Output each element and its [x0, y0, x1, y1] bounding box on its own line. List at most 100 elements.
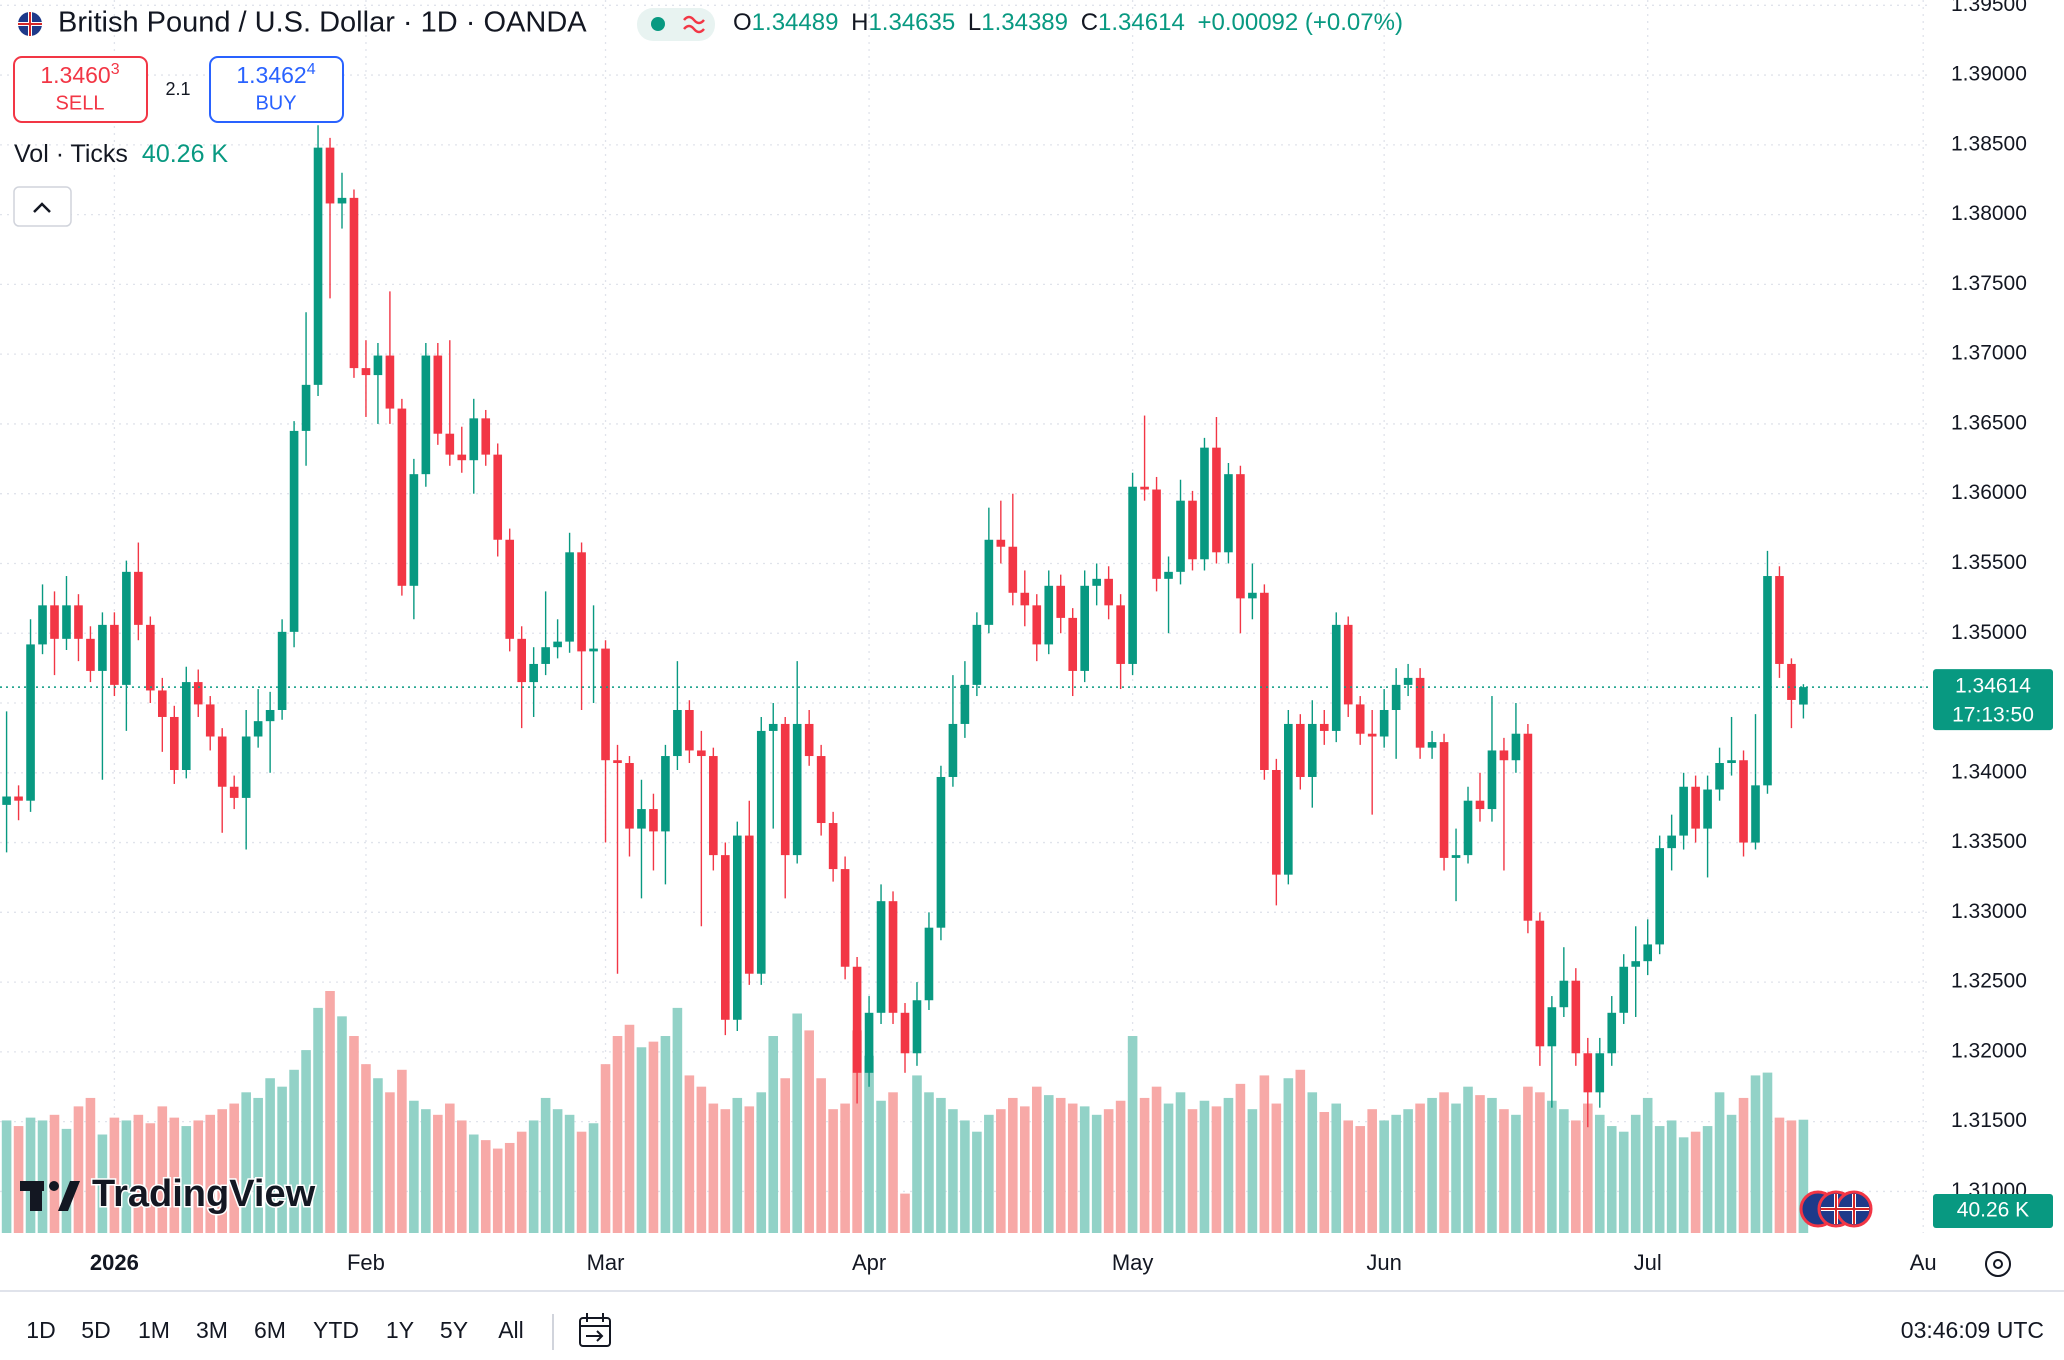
volume-bar	[696, 1086, 707, 1233]
volume-bar	[948, 1109, 958, 1233]
volume-bar	[217, 1109, 227, 1233]
candle-body	[1367, 733, 1377, 737]
candle-body	[1595, 1053, 1605, 1093]
volume-bar	[612, 1036, 623, 1233]
ohlc-letter: O	[733, 9, 752, 36]
candle-body	[1523, 733, 1533, 921]
candle-body	[924, 927, 934, 1001]
candle-body	[744, 835, 754, 974]
candle-body	[1188, 500, 1197, 560]
volume-bar	[409, 1100, 419, 1233]
volume-bar	[504, 1142, 515, 1233]
candle-body	[253, 721, 263, 737]
candle-body	[649, 809, 658, 832]
date-range-button[interactable]	[579, 1313, 611, 1347]
x-tick-label: Apr	[852, 1250, 886, 1275]
grid	[0, 0, 1928, 1233]
volume-bar	[1091, 1114, 1102, 1233]
volume-bar	[1415, 1103, 1425, 1233]
candle-body	[469, 418, 479, 461]
x-tick-label: May	[1112, 1250, 1154, 1275]
axis-settings[interactable]	[1985, 1251, 2011, 1277]
change: +0.00092 (+0.07%)	[1197, 9, 1403, 36]
candle-body	[421, 355, 431, 475]
volume-bar	[456, 1120, 467, 1233]
volume-bar	[648, 1041, 659, 1233]
x-tick-label: Jul	[1634, 1250, 1662, 1275]
candle-body	[385, 355, 395, 409]
volume-bar	[1654, 1126, 1665, 1233]
volume-bar	[1295, 1069, 1306, 1233]
candle-body	[804, 723, 814, 757]
volume-bar	[1223, 1097, 1234, 1233]
volume-bar	[205, 1114, 216, 1233]
event-flags[interactable]	[1799, 1190, 1873, 1228]
range-button[interactable]: 6M	[254, 1317, 286, 1343]
volume-bar	[1630, 1114, 1641, 1233]
volume-bar	[373, 1078, 383, 1233]
candle-body	[433, 355, 443, 434]
candle-body	[1152, 489, 1161, 579]
volume-bar	[13, 1126, 24, 1233]
volume-bar	[1151, 1086, 1162, 1233]
volume-bar	[25, 1117, 36, 1233]
volume-bar	[1391, 1114, 1401, 1233]
volume-bar	[1499, 1109, 1509, 1233]
sell-button[interactable]: 1.34603 SELL	[13, 56, 148, 123]
candle-body	[1619, 966, 1629, 1013]
candle-body	[409, 474, 419, 586]
volume-bar	[636, 1047, 647, 1233]
volume-bar	[1523, 1086, 1533, 1233]
candle-body	[1020, 592, 1030, 606]
flag-cross	[18, 12, 42, 36]
volume-bar	[1187, 1109, 1198, 1233]
volume-bar	[1247, 1109, 1258, 1233]
y-tick-label: 1.35000	[1951, 621, 2027, 644]
candle-body	[577, 552, 586, 652]
candle-body	[50, 605, 59, 639]
y-tick-label: 1.37000	[1951, 342, 2027, 365]
candle-body	[637, 809, 646, 829]
candle-body	[457, 454, 467, 461]
range-button[interactable]: 1Y	[386, 1317, 414, 1343]
volume-bar	[253, 1097, 263, 1233]
ohlc-value: 1.34489	[752, 9, 839, 36]
candle-body	[1080, 585, 1089, 671]
volume-bar	[480, 1140, 491, 1233]
candle-body	[1643, 944, 1653, 962]
volume-bar	[1055, 1097, 1066, 1233]
last-price-tag	[1933, 669, 2053, 731]
candle-body	[193, 682, 203, 705]
volume-bar	[397, 1069, 407, 1233]
volume-bar	[1259, 1075, 1270, 1233]
range-button[interactable]: 1D	[26, 1317, 55, 1343]
range-button[interactable]: 3M	[196, 1317, 228, 1343]
y-tick-label: 1.31500	[1951, 1109, 2027, 1132]
range-button[interactable]: 5D	[81, 1317, 110, 1343]
buy-main: 1.3462	[236, 62, 306, 88]
volume-bar	[445, 1103, 455, 1233]
volume-bar	[1511, 1114, 1521, 1233]
candle-body	[1248, 592, 1257, 599]
volume-bar	[145, 1123, 156, 1233]
volume-bar	[1139, 1097, 1150, 1233]
y-tick-label: 1.39500	[1951, 0, 2027, 16]
range-button[interactable]: 1M	[138, 1317, 170, 1343]
range-button[interactable]: All	[498, 1317, 524, 1343]
range-button[interactable]: 5Y	[440, 1317, 468, 1343]
sell-pip: 3	[111, 61, 120, 78]
collapse-button[interactable]	[13, 186, 72, 227]
candle-body	[1499, 750, 1509, 761]
buy-price: 1.34624	[236, 61, 315, 88]
buy-button[interactable]: 1.34624 BUY	[209, 56, 344, 123]
candle-body	[912, 1000, 922, 1054]
candle-body	[1439, 742, 1449, 858]
volume-bar	[528, 1120, 539, 1233]
candle-body	[709, 756, 718, 856]
range-button[interactable]: YTD	[313, 1317, 359, 1343]
volume-bar	[1451, 1103, 1461, 1233]
candle-body	[1655, 848, 1664, 945]
candle-body	[158, 690, 167, 717]
candle-body	[1703, 789, 1712, 829]
volume-bar	[540, 1097, 551, 1233]
